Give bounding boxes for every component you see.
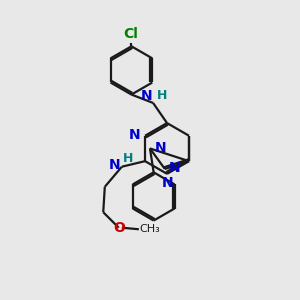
- Text: H: H: [123, 152, 134, 165]
- Text: N: N: [109, 158, 120, 172]
- Text: O: O: [113, 221, 125, 235]
- Text: H: H: [157, 89, 167, 102]
- Text: N: N: [128, 128, 140, 142]
- Text: N: N: [169, 161, 181, 176]
- Text: N: N: [161, 176, 173, 190]
- Text: N: N: [141, 88, 152, 103]
- Text: CH₃: CH₃: [140, 224, 160, 234]
- Text: N: N: [154, 142, 166, 155]
- Text: Cl: Cl: [123, 27, 138, 41]
